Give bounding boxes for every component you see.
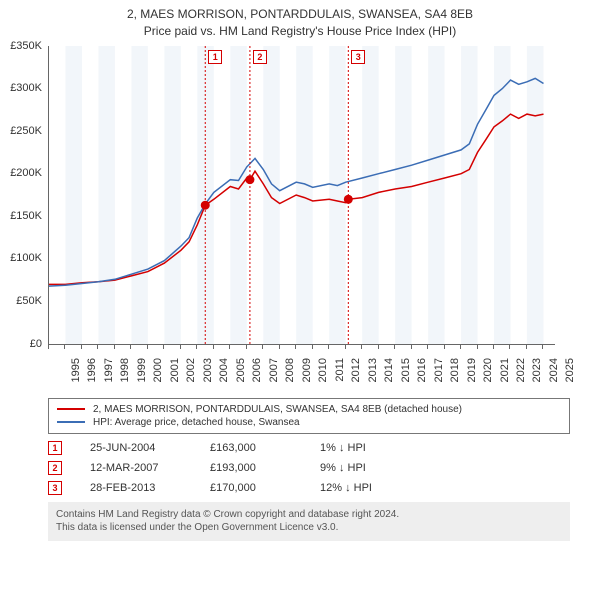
y-tick: £150K [0, 210, 42, 222]
x-tick: 2003 [202, 358, 214, 388]
footer-line1: Contains HM Land Registry data © Crown c… [56, 508, 562, 522]
legend-swatch [57, 421, 85, 423]
sale-price: £193,000 [210, 462, 320, 474]
x-tick: 2002 [185, 358, 197, 388]
x-tick: 2018 [449, 358, 461, 388]
x-tick: 2009 [301, 358, 313, 388]
sale-row: 1 25-JUN-2004£163,0001% ↓ HPI [48, 438, 570, 458]
x-tick: 2005 [235, 358, 247, 388]
footer: Contains HM Land Registry data © Crown c… [48, 502, 570, 541]
sale-dot-3 [344, 194, 353, 203]
x-tick: 2015 [400, 358, 412, 388]
x-tick: 2000 [152, 358, 164, 388]
footer-line2: This data is licensed under the Open Gov… [56, 521, 562, 535]
sale-date: 12-MAR-2007 [90, 462, 210, 474]
x-tick: 2007 [268, 358, 280, 388]
sale-row: 3 28-FEB-2013£170,00012% ↓ HPI [48, 478, 570, 498]
legend-label: 2, MAES MORRISON, PONTARDDULAIS, SWANSEA… [93, 404, 462, 415]
y-tick: £100K [0, 252, 42, 264]
title-block: 2, MAES MORRISON, PONTARDDULAIS, SWANSEA… [0, 0, 600, 42]
sale-delta: 1% ↓ HPI [320, 442, 440, 454]
x-tick: 2020 [482, 358, 494, 388]
sale-price: £170,000 [210, 482, 320, 494]
sales-table: 1 25-JUN-2004£163,0001% ↓ HPI 2 12-MAR-2007… [48, 438, 570, 498]
sale-date: 28-FEB-2013 [90, 482, 210, 494]
x-tick: 2001 [169, 358, 181, 388]
x-tick: 2014 [383, 358, 395, 388]
x-tick: 1999 [136, 358, 148, 388]
x-tick: 1997 [103, 358, 115, 388]
sale-marker-2: 2 [253, 50, 267, 64]
sale-num: 2 [48, 461, 62, 475]
x-tick: 1995 [70, 358, 82, 388]
sale-dot-1 [201, 200, 210, 209]
sale-num: 1 [48, 441, 62, 455]
legend-label: HPI: Average price, detached house, Swan… [93, 417, 300, 428]
legend-row: 2, MAES MORRISON, PONTARDDULAIS, SWANSEA… [57, 403, 561, 416]
sale-marker-3: 3 [351, 50, 365, 64]
x-tick: 1996 [86, 358, 98, 388]
sale-date: 25-JUN-2004 [90, 442, 210, 454]
x-tick: 2012 [350, 358, 362, 388]
x-tick: 2021 [499, 358, 511, 388]
page: 2, MAES MORRISON, PONTARDDULAIS, SWANSEA… [0, 0, 600, 590]
x-tick: 2023 [531, 358, 543, 388]
plot-svg [49, 46, 555, 344]
sale-row: 2 12-MAR-2007£193,0009% ↓ HPI [48, 458, 570, 478]
x-tick: 2025 [564, 358, 576, 388]
plot-area [48, 46, 555, 345]
sale-delta: 12% ↓ HPI [320, 482, 440, 494]
x-tick: 2013 [367, 358, 379, 388]
x-tick: 2024 [548, 358, 560, 388]
x-tick: 2008 [284, 358, 296, 388]
y-tick: £200K [0, 167, 42, 179]
title-subtitle: Price paid vs. HM Land Registry's House … [0, 23, 600, 40]
x-tick: 2010 [317, 358, 329, 388]
sale-dot-2 [245, 175, 254, 184]
sale-num: 3 [48, 481, 62, 495]
x-tick: 2022 [515, 358, 527, 388]
legend-row: HPI: Average price, detached house, Swan… [57, 416, 561, 429]
x-tick: 2006 [251, 358, 263, 388]
legend: 2, MAES MORRISON, PONTARDDULAIS, SWANSEA… [48, 398, 570, 434]
x-tick: 2016 [416, 358, 428, 388]
legend-swatch [57, 408, 85, 410]
x-tick: 1998 [119, 358, 131, 388]
x-tick: 2017 [433, 358, 445, 388]
chart: £0£50K£100K£150K£200K£250K£300K£350K 199… [0, 46, 560, 396]
sale-delta: 9% ↓ HPI [320, 462, 440, 474]
y-tick: £0 [0, 338, 42, 350]
sale-price: £163,000 [210, 442, 320, 454]
y-tick: £350K [0, 40, 42, 52]
y-tick: £250K [0, 125, 42, 137]
title-address: 2, MAES MORRISON, PONTARDDULAIS, SWANSEA… [0, 6, 600, 23]
x-tick: 2011 [334, 358, 346, 388]
y-tick: £300K [0, 82, 42, 94]
x-tick: 2019 [466, 358, 478, 388]
sale-marker-1: 1 [208, 50, 222, 64]
x-tick: 2004 [218, 358, 230, 388]
y-tick: £50K [0, 295, 42, 307]
